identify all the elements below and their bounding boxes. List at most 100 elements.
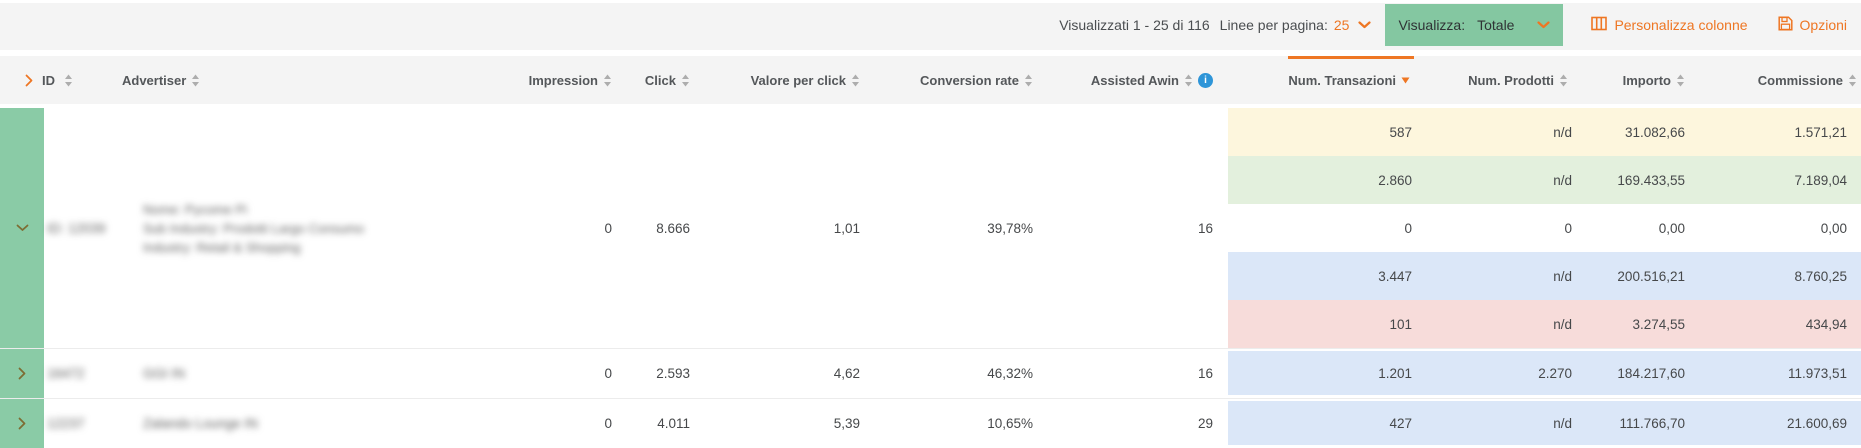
- cell-num-prodotti: n/d: [1553, 415, 1572, 431]
- header-num-prodotti-label: Num. Prodotti: [1468, 72, 1554, 88]
- header-click[interactable]: Click: [620, 56, 695, 108]
- cell-advertiser: Zalando Lounge IN: [143, 416, 258, 431]
- customize-columns-label: Personalizza colonne: [1614, 17, 1748, 33]
- subrow-declined: 101 n/d 3.274,55 434,94: [1228, 300, 1861, 348]
- cell-commissione: 0,00: [1820, 220, 1847, 236]
- sort-icon[interactable]: [603, 74, 612, 87]
- header-advertiser[interactable]: Advertiser: [122, 56, 430, 108]
- cell-importo: 200.516,21: [1617, 268, 1685, 284]
- pagination-summary: Visualizzati 1 - 25 di 116: [1059, 17, 1210, 33]
- chevron-down-icon[interactable]: [1537, 21, 1551, 29]
- cell-num-transazioni: 1.201: [1378, 365, 1412, 381]
- row-expander[interactable]: [0, 108, 44, 348]
- rows-per-page-label: Linee per pagina:: [1219, 17, 1328, 33]
- cell-commissione: 434,94: [1805, 316, 1847, 332]
- cell-num-transazioni: 0: [1404, 220, 1412, 236]
- row-expander[interactable]: [0, 349, 44, 398]
- info-icon[interactable]: i: [1198, 72, 1213, 88]
- chevron-right-icon[interactable]: [18, 417, 26, 430]
- cell-num-prodotti: n/d: [1553, 172, 1572, 188]
- header-assisted-awin-label: Assisted Awin: [1090, 72, 1179, 88]
- chevron-down-icon[interactable]: [1358, 21, 1372, 29]
- customize-columns-button[interactable]: Personalizza colonne: [1591, 16, 1748, 34]
- header-commissione-label: Commissione: [1757, 72, 1843, 88]
- cell-advertiser: Nome: Pycome Pi Sub Industry: Prodotti L…: [143, 201, 365, 255]
- table-row: 12237 Zalando Lounge IN 0 4.011 5,39 10,…: [0, 398, 1861, 448]
- chevron-right-icon[interactable]: [18, 367, 26, 380]
- header-assisted-awin[interactable]: Assisted Awin i: [1043, 56, 1221, 108]
- rows-per-page-select[interactable]: 25: [1334, 17, 1372, 33]
- cell-impression: 0: [604, 220, 612, 236]
- header-num-prodotti[interactable]: Num. Prodotti: [1418, 56, 1578, 108]
- sort-icon[interactable]: [1024, 74, 1033, 87]
- cell-importo: 3.274,55: [1632, 316, 1685, 332]
- header-advertiser-label: Advertiser: [122, 72, 187, 88]
- header-valore-per-click[interactable]: Valore per click: [695, 56, 870, 108]
- cell-conversion-rate: 46,32%: [987, 366, 1033, 381]
- cell-click: 4.011: [657, 416, 690, 431]
- cell-num-prodotti: 2.270: [1538, 365, 1572, 381]
- header-impression-label: Impression: [528, 72, 598, 88]
- subrow-approved: 2.860 n/d 169.433,55 7.189,04: [1228, 156, 1861, 204]
- cell-num-transazioni: 2.860: [1378, 172, 1412, 188]
- cell-importo: 111.766,70: [1619, 415, 1685, 431]
- header-commissione[interactable]: Commissione: [1690, 56, 1861, 108]
- save-icon: [1777, 16, 1793, 34]
- cell-importo: 184.217,60: [1617, 365, 1685, 381]
- transaction-totals: 1.201 2.270 184.217,60 11.973,51: [1228, 349, 1861, 398]
- cell-commissione: 11.973,51: [1787, 365, 1847, 381]
- expand-all-icon[interactable]: [25, 74, 33, 87]
- cell-id: ID: 12039: [47, 220, 106, 236]
- sort-icon[interactable]: [681, 74, 690, 87]
- header-impression[interactable]: Impression: [430, 56, 620, 108]
- view-selector[interactable]: Visualizza: Totale: [1385, 4, 1564, 46]
- sort-icon[interactable]: [64, 74, 73, 87]
- sort-icon[interactable]: [851, 74, 860, 87]
- cell-assisted-awin: 16: [1197, 220, 1213, 236]
- header-num-transazioni[interactable]: Num. Transazioni: [1228, 56, 1418, 108]
- options-label: Opzioni: [1799, 17, 1847, 33]
- cell-num-prodotti: n/d: [1553, 124, 1572, 140]
- subrow-pending: 587 n/d 31.082,66 1.571,21: [1228, 108, 1861, 156]
- row-expander[interactable]: [0, 399, 44, 448]
- cell-num-transazioni: 101: [1389, 316, 1412, 332]
- cell-click: 8.666: [656, 220, 690, 236]
- sort-icon[interactable]: [1184, 74, 1193, 87]
- cell-click: 2.593: [656, 366, 690, 381]
- table-row: 16472 GGI IN 0 2.593 4,62 46,32% 16 1.20…: [0, 348, 1861, 398]
- cell-valore-per-click: 5,39: [833, 416, 860, 431]
- subrow-bonus: 0 0 0,00 0,00: [1228, 204, 1861, 252]
- chevron-down-icon[interactable]: [16, 224, 29, 232]
- rows-per-page-value[interactable]: 25: [1333, 17, 1350, 33]
- toolbar: Visualizzati 1 - 25 di 116 Linee per pag…: [0, 0, 1861, 56]
- sort-desc-icon[interactable]: [1401, 77, 1410, 84]
- header-importo[interactable]: Importo: [1578, 56, 1690, 108]
- header-id[interactable]: ID: [0, 56, 122, 108]
- header-click-label: Click: [644, 72, 676, 88]
- header-conversion-rate[interactable]: Conversion rate: [870, 56, 1043, 108]
- cell-impression: 0: [604, 366, 612, 381]
- cell-importo: 31.082,66: [1624, 124, 1685, 140]
- cell-commissione: 8.760,25: [1794, 268, 1847, 284]
- options-button[interactable]: Opzioni: [1777, 16, 1847, 34]
- cell-impression: 0: [604, 416, 612, 431]
- header-conversion-rate-label: Conversion rate: [920, 72, 1019, 88]
- sort-icon[interactable]: [1559, 74, 1568, 87]
- sort-icon[interactable]: [191, 74, 200, 87]
- cell-num-transazioni: 587: [1389, 124, 1412, 140]
- sorted-column-indicator: [1288, 56, 1414, 59]
- cell-commissione: 1.571,21: [1794, 124, 1847, 140]
- cell-conversion-rate: 10,65%: [987, 416, 1033, 431]
- header-num-transazioni-label: Num. Transazioni: [1288, 72, 1396, 88]
- sort-icon[interactable]: [1676, 74, 1685, 87]
- table-row-expanded: ID: 12039 Nome: Pycome Pi Sub Industry: …: [0, 108, 1861, 348]
- columns-icon: [1591, 16, 1608, 34]
- sort-icon[interactable]: [1848, 74, 1857, 87]
- cell-num-transazioni: 3.447: [1378, 268, 1412, 284]
- cell-assisted-awin: 29: [1197, 416, 1213, 431]
- header-valore-per-click-label: Valore per click: [750, 72, 846, 88]
- transaction-totals: 427 n/d 111.766,70 21.600,69: [1228, 399, 1861, 448]
- cell-advertiser: GGI IN: [143, 366, 186, 381]
- transaction-status-subrows: 587 n/d 31.082,66 1.571,21 2.860 n/d 169…: [1228, 108, 1861, 348]
